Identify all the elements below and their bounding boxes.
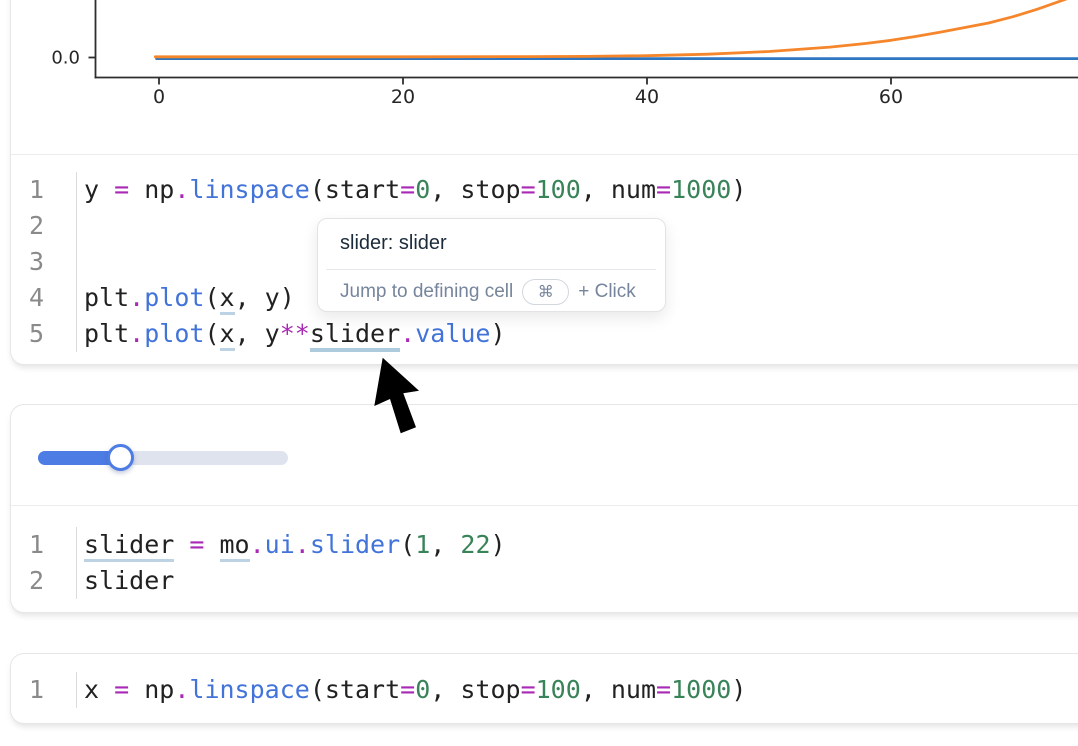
matplotlib-plot: 0.0 0 20 40 60 [51,0,1078,108]
line-number: 1 [11,172,77,208]
variable-tooltip: slider: slider Jump to defining cell ⌘ +… [317,218,666,312]
code-editor-slider-cell[interactable]: 1 slider = mo.ui.slider(1, 22) 2 slider [11,506,1078,599]
code-text[interactable]: x = np.linspace(start=0, stop=100, num=1… [84,675,747,704]
x-tick-label: 20 [391,86,415,108]
code-text[interactable] [77,244,84,280]
tooltip-hint-suffix: + Click [578,280,636,302]
underlined-variable[interactable]: mo [219,530,250,562]
slider-widget[interactable] [11,405,1078,505]
line-number: 1 [11,527,77,563]
code-text[interactable]: y = np.linspace(start=0, stop=100, num=1… [84,175,747,204]
underlined-variable[interactable]: x [219,283,235,315]
code-line[interactable]: 1 slider = mo.ui.slider(1, 22) [11,527,1078,563]
x-tick-label: 0 [153,86,165,108]
underlined-variable[interactable]: slider [309,319,401,352]
plot-line [153,0,1068,59]
cell-slider: 1 slider = mo.ui.slider(1, 22) 2 slider [10,404,1078,613]
line-number: 3 [11,244,77,280]
tooltip-hint: Jump to defining cell ⌘ + Click [340,272,661,311]
code-text[interactable]: slider [84,566,175,595]
code-line[interactable]: 2 [11,208,1078,244]
slider-handle[interactable] [106,444,134,471]
line-number: 2 [11,563,77,599]
slider-track[interactable] [38,451,288,465]
slider-fill [38,451,121,465]
line-number: 2 [11,208,77,244]
line-number: 1 [11,672,77,708]
line-number: 4 [11,280,77,316]
x-tick-label: 60 [879,86,903,108]
tooltip-hint-text[interactable]: Jump to defining cell [340,280,514,302]
code-line[interactable]: 5 plt.plot(x, y**slider.value) [11,316,1078,352]
code-text[interactable] [77,208,84,244]
code-line[interactable]: 2 slider [11,563,1078,599]
output-code-divider [11,505,1078,506]
code-line[interactable]: 4 plt.plot(x, y) [11,280,1078,316]
tooltip-divider [326,269,656,270]
code-text[interactable]: slider = mo.ui.slider(1, 22) [77,527,506,563]
x-tick-label: 40 [635,86,659,108]
command-key-badge: ⌘ [522,278,570,305]
code-text[interactable]: plt.plot(x, y**slider.value) [77,316,506,352]
underlined-variable[interactable]: slider [84,530,175,562]
underlined-variable[interactable]: x [219,319,235,351]
mouse-cursor-arrow [374,357,419,434]
y-tick-label: 0.0 [51,48,80,69]
code-line[interactable]: 3 [11,244,1078,280]
line-number: 5 [11,316,77,352]
code-text[interactable]: plt.plot(x, y) [77,280,295,316]
output-code-divider [11,154,1078,155]
tooltip-title: slider: slider [340,232,447,254]
